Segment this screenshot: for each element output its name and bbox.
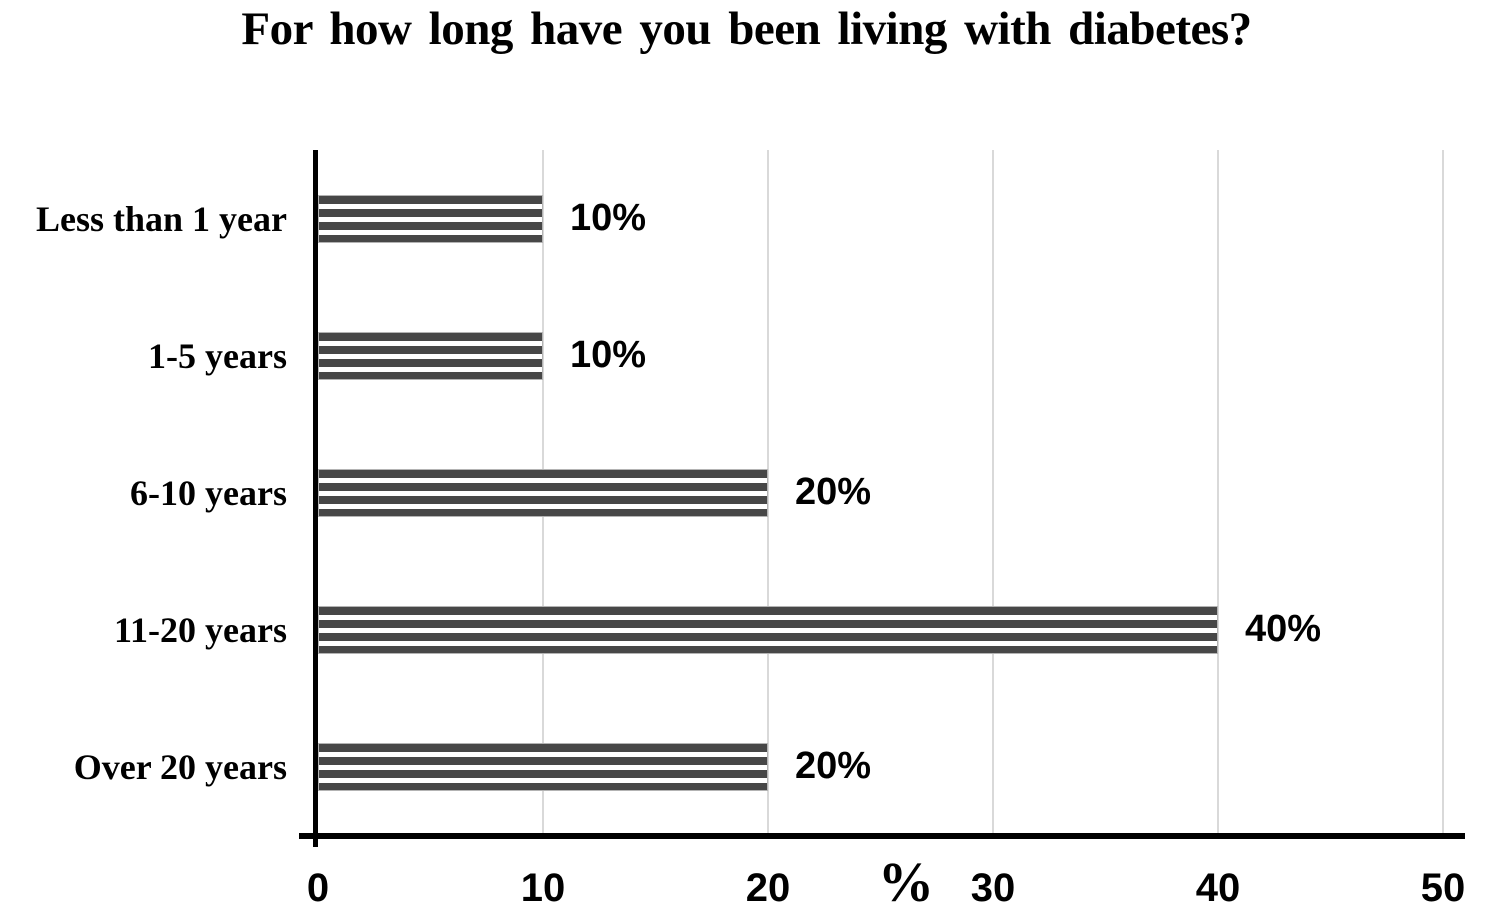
gridline [767, 150, 769, 835]
category-label: 6-10 years [130, 472, 287, 513]
bar-row: 1-5 years 10% [148, 287, 1443, 424]
bar-row: 11-20 years 40% [114, 561, 1443, 698]
bar-row: 6-10 years 20% [130, 424, 1443, 561]
bar [318, 331, 543, 380]
x-axis-title: % [878, 852, 934, 914]
value-label: 20% [795, 471, 872, 513]
category-label: Over 20 years [73, 746, 287, 787]
gridline [1442, 150, 1444, 835]
bar-row: Less than 1 year 10% [36, 150, 1443, 287]
x-tick-label: 20 [745, 866, 791, 910]
chart-title: For how long have you been living with d… [241, 3, 1252, 55]
gridline [1217, 150, 1219, 835]
x-tick-label: 30 [970, 866, 1016, 910]
value-label: 20% [795, 745, 872, 787]
y-axis-line [313, 150, 318, 847]
x-tick-label: 50 [1420, 866, 1466, 910]
bar [318, 742, 768, 791]
value-label: 10% [570, 334, 647, 376]
value-label: 10% [570, 197, 647, 239]
plot-area: Less than 1 year 10% 1-5 years 10% 6-10 year… [36, 150, 1444, 835]
x-tick-label: 10 [520, 866, 566, 910]
bar-row: Over 20 years 20% [74, 698, 1443, 835]
category-label: Less than 1 year [36, 198, 287, 239]
bar [318, 468, 768, 517]
bar [318, 194, 543, 243]
x-axis-line [299, 833, 1465, 839]
x-tick-label: 0 [306, 866, 330, 910]
value-label: 40% [1245, 608, 1322, 650]
x-axis-ticks: 0 10 20 30 40 50 [307, 866, 1465, 916]
gridline [992, 150, 994, 835]
category-label: 1-5 years [148, 335, 287, 376]
category-label: 11-20 years [114, 609, 287, 650]
x-tick-label: 40 [1195, 866, 1241, 910]
bar [318, 605, 1218, 654]
